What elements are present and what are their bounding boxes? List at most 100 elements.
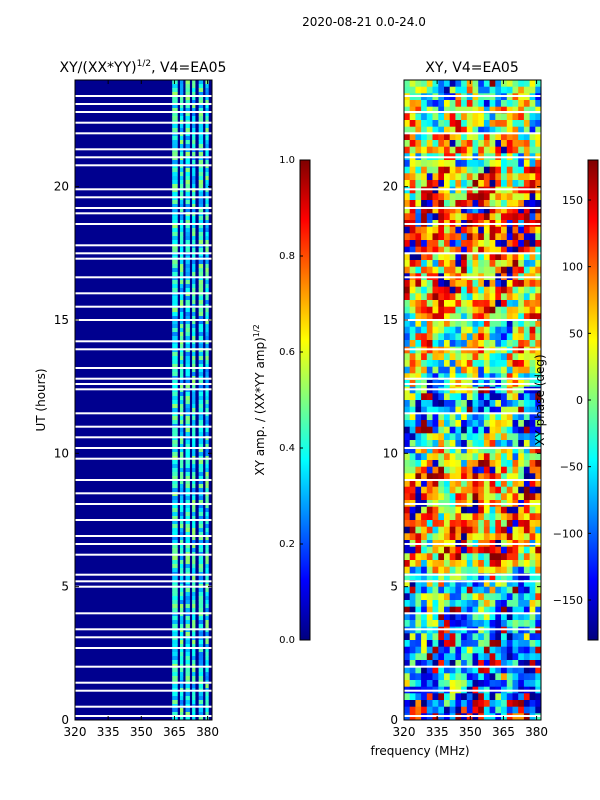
- data-gap-line: [75, 543, 212, 545]
- amp-channel-cell: [185, 236, 190, 241]
- phase-cell: [512, 480, 519, 488]
- amp-channel-cell: [185, 604, 190, 609]
- phase-cell: [444, 406, 451, 414]
- data-gap-line: [75, 689, 212, 692]
- phase-cell: [512, 160, 519, 168]
- amp-channel-cell: [205, 372, 209, 377]
- phase-cell: [512, 126, 519, 134]
- amp-channel-cell: [180, 676, 184, 681]
- data-gap-line: [404, 188, 541, 191]
- phase-cell: [421, 460, 428, 468]
- phase-cell: [495, 706, 502, 714]
- phase-cell: [518, 640, 525, 648]
- amp-channel-cell: [198, 236, 204, 241]
- amp-channel-cell: [180, 468, 184, 473]
- phase-cell: [409, 480, 416, 488]
- data-gap-line: [404, 479, 541, 481]
- phase-cell: [415, 600, 422, 608]
- phase-cell: [444, 300, 451, 308]
- amp-channel-cell: [205, 632, 209, 637]
- phase-cell: [483, 233, 490, 241]
- amp-channel-cell: [205, 420, 209, 425]
- amp-channel-cell: [172, 248, 178, 253]
- phase-cell: [483, 353, 490, 361]
- phase-cell: [506, 353, 513, 361]
- phase-cell: [432, 113, 439, 121]
- amp-channel-cell: [205, 288, 209, 293]
- amp-channel-cell: [185, 380, 190, 385]
- amp-channel-cell: [172, 220, 178, 225]
- phase-cell: [478, 460, 485, 468]
- phase-cell: [518, 133, 525, 141]
- phase-cell: [529, 233, 536, 241]
- amp-channel-cell: [172, 324, 178, 329]
- phase-cell: [455, 460, 462, 468]
- amp-channel-cell: [172, 676, 178, 681]
- amp-channel-cell: [172, 468, 178, 473]
- phase-cell: [455, 113, 462, 121]
- phase-cell: [461, 173, 468, 181]
- amp-channel-cell: [198, 660, 204, 665]
- amp-channel-cell: [172, 136, 178, 141]
- phase-cell: [535, 606, 542, 614]
- amp-channel-cell: [192, 140, 196, 145]
- phase-cell: [404, 493, 411, 501]
- phase-cell: [444, 566, 451, 574]
- phase-cell: [501, 480, 508, 488]
- phase-cell: [415, 200, 422, 208]
- phase-cell: [421, 473, 428, 481]
- phase-cell: [426, 100, 433, 108]
- amp-channel-cell: [198, 392, 204, 397]
- phase-cell: [529, 646, 536, 654]
- phase-cell: [495, 393, 502, 401]
- amp-channel-cell: [205, 384, 209, 389]
- y-tick-label: 5: [390, 580, 398, 594]
- phase-cell: [449, 573, 456, 581]
- amp-channel-cell: [205, 668, 209, 673]
- phase-cell: [472, 526, 479, 534]
- phase-cell: [478, 373, 485, 381]
- phase-cb-tick-label: 0: [576, 394, 583, 407]
- phase-cell: [421, 606, 428, 614]
- phase-cell: [444, 173, 451, 181]
- phase-cell: [409, 693, 416, 701]
- phase-cell: [444, 393, 451, 401]
- amp-channel-cell: [185, 476, 190, 481]
- phase-cell: [535, 473, 542, 481]
- phase-cell: [506, 673, 513, 681]
- phase-cell: [438, 360, 445, 368]
- amp-channel-cell: [180, 396, 184, 401]
- phase-cell: [512, 140, 519, 148]
- phase-cell: [432, 246, 439, 254]
- phase-cell: [426, 206, 433, 214]
- phase-cell: [495, 80, 502, 88]
- amp-channel-cell: [180, 296, 184, 301]
- phase-cell: [483, 426, 490, 434]
- phase-cell: [432, 526, 439, 534]
- phase-cell: [449, 320, 456, 328]
- phase-cell: [432, 486, 439, 494]
- phase-cell: [501, 640, 508, 648]
- amp-channel-cell: [185, 284, 190, 289]
- amp-channel-cell: [205, 556, 209, 561]
- phase-cell: [489, 640, 496, 648]
- amp-channel-cell: [185, 540, 190, 545]
- phase-cell: [506, 666, 513, 674]
- phase-cell: [438, 240, 445, 248]
- phase-cell: [426, 446, 433, 454]
- amp-channel-cell: [198, 648, 204, 653]
- phase-cell: [409, 206, 416, 214]
- phase-cell: [415, 613, 422, 621]
- phase-cell: [426, 413, 433, 421]
- amp-channel-cell: [205, 576, 209, 581]
- data-gap-line: [75, 103, 212, 105]
- phase-cell: [455, 80, 462, 88]
- phase-cell: [535, 86, 542, 94]
- phase-cell: [506, 533, 513, 541]
- phase-cell: [432, 600, 439, 608]
- phase-cell: [421, 140, 428, 148]
- amp-channel-cell: [185, 428, 190, 433]
- amp-channel-cell: [205, 324, 209, 329]
- phase-cell: [421, 653, 428, 661]
- phase-cell: [523, 533, 530, 541]
